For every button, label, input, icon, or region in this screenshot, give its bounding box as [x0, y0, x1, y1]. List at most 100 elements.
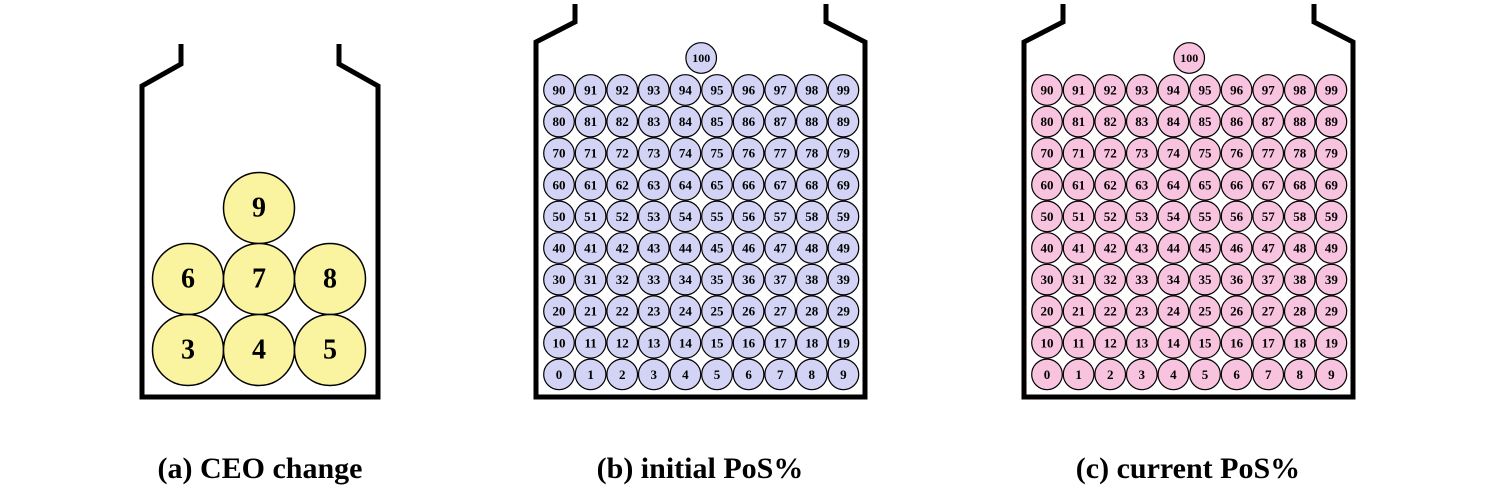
ball-label: 24	[1167, 304, 1181, 319]
ball-11: 11	[1062, 326, 1095, 359]
ball-circle	[1062, 358, 1095, 391]
ball-label: 9	[840, 367, 847, 382]
ball-circle	[732, 295, 765, 328]
ball-15: 15	[1189, 326, 1221, 359]
ball-circle	[543, 232, 575, 264]
ball-1: 1	[574, 358, 607, 391]
ball-34: 34	[1157, 263, 1190, 296]
ball-41: 41	[574, 232, 607, 264]
ball-label: 13	[647, 335, 661, 350]
ball-circle	[685, 42, 718, 74]
ball-44: 44	[1157, 232, 1190, 264]
ball-label: 26	[1230, 304, 1244, 319]
ball-label: 93	[647, 83, 661, 98]
ball-77: 77	[764, 137, 797, 170]
ball-circle	[795, 358, 828, 391]
ball-circle	[827, 200, 860, 233]
ball-label: 46	[1230, 241, 1244, 256]
ball-9: 9	[1315, 358, 1348, 391]
ball-label: 21	[1072, 304, 1085, 319]
ball-label: 88	[805, 114, 819, 129]
ball-label: 60	[553, 177, 566, 192]
ball-40: 40	[1031, 232, 1063, 264]
ball-label: 84	[679, 114, 693, 129]
ball-34: 34	[669, 263, 702, 296]
ball-label: 71	[584, 146, 597, 161]
ball-13: 13	[637, 326, 670, 359]
ball-label: 78	[805, 146, 819, 161]
ball-29: 29	[827, 295, 860, 328]
ball-label: 31	[1072, 272, 1085, 287]
ball-label: 79	[837, 146, 851, 161]
ball-75: 75	[701, 137, 733, 170]
ball-label: 4	[252, 335, 266, 366]
ball-label: 28	[805, 304, 819, 319]
ball-37: 37	[1252, 263, 1285, 296]
ball-label: 79	[1325, 146, 1339, 161]
ball-80: 80	[543, 105, 575, 138]
ball-label: 6	[1233, 367, 1240, 382]
ball-label: 22	[1104, 304, 1117, 319]
ball-98: 98	[1283, 74, 1316, 106]
ball-circle	[1252, 232, 1285, 264]
ball-51: 51	[574, 200, 607, 233]
ball-circle	[606, 168, 639, 201]
ball-label: 36	[742, 272, 756, 287]
ball-16: 16	[1220, 326, 1253, 359]
ball-83: 83	[637, 105, 670, 138]
ball-label: 18	[1293, 335, 1307, 350]
ball-label: 61	[584, 177, 597, 192]
ball-24: 24	[669, 295, 702, 328]
ball-circle	[1094, 326, 1127, 359]
ball-circle	[1062, 74, 1095, 106]
ball-circle	[1094, 105, 1127, 138]
ball-circle	[1125, 358, 1158, 391]
ball-circle	[1094, 137, 1127, 170]
ball-circle	[637, 358, 670, 391]
ball-26: 26	[732, 295, 765, 328]
ball-label: 19	[837, 335, 851, 350]
ball-31: 31	[574, 263, 607, 296]
ball-label: 62	[616, 177, 629, 192]
ball-98: 98	[795, 74, 828, 106]
ball-circle	[1031, 358, 1063, 391]
ball-circle	[1062, 263, 1095, 296]
ball-33: 33	[1125, 263, 1158, 296]
ball-circle	[543, 200, 575, 233]
ball-label: 5	[714, 367, 721, 382]
ball-circle	[637, 137, 670, 170]
ball-18: 18	[795, 326, 828, 359]
ball-label: 43	[1135, 241, 1149, 256]
ball-circle	[1031, 232, 1063, 264]
ball-label: 57	[1262, 209, 1276, 224]
ball-circle	[543, 74, 575, 106]
ball-label: 47	[774, 241, 788, 256]
ball-circle	[1157, 200, 1190, 233]
ball-circle	[1094, 358, 1127, 391]
ball-circle	[1062, 200, 1095, 233]
ball-circle	[1094, 168, 1127, 201]
ball-circle	[701, 74, 733, 106]
ball-circle	[1252, 326, 1285, 359]
ball-78: 78	[795, 137, 828, 170]
ball-86: 86	[732, 105, 765, 138]
ball-circle	[701, 105, 733, 138]
ball-47: 47	[1252, 232, 1285, 264]
ball-circle	[764, 200, 797, 233]
ball-label: 72	[616, 146, 629, 161]
ball-label: 20	[553, 304, 566, 319]
ball-14: 14	[1157, 326, 1190, 359]
ball-5: 5	[293, 313, 367, 387]
ball-circle	[1283, 232, 1316, 264]
ball-82: 82	[606, 105, 639, 138]
ball-circle	[1125, 200, 1158, 233]
ball-label: 67	[774, 177, 788, 192]
ball-64: 64	[1157, 168, 1190, 201]
ball-circle	[795, 105, 828, 138]
ball-68: 68	[1283, 168, 1316, 201]
ball-circle	[795, 200, 828, 233]
ball-circle	[732, 200, 765, 233]
ball-97: 97	[764, 74, 797, 106]
